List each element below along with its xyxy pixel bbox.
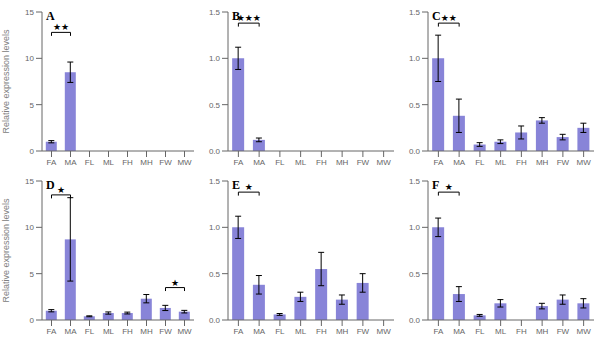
svg-text:★: ★ xyxy=(445,182,453,192)
svg-text:ML: ML xyxy=(495,327,507,336)
svg-text:MW: MW xyxy=(377,327,392,336)
svg-text:MH: MH xyxy=(336,158,349,167)
svg-text:10: 10 xyxy=(25,223,34,232)
svg-text:★: ★ xyxy=(57,185,65,195)
svg-text:15: 15 xyxy=(25,177,34,186)
svg-text:0.0: 0.0 xyxy=(209,316,221,325)
svg-text:MW: MW xyxy=(377,158,392,167)
svg-text:★: ★ xyxy=(245,182,253,192)
svg-text:MA: MA xyxy=(453,327,466,336)
svg-text:MA: MA xyxy=(453,158,466,167)
svg-text:1.5: 1.5 xyxy=(209,8,221,17)
svg-text:MH: MH xyxy=(140,327,153,336)
html-text:E: E xyxy=(232,178,240,192)
svg-text:FH: FH xyxy=(316,327,327,336)
svg-text:FL: FL xyxy=(275,158,285,167)
svg-text:MA: MA xyxy=(65,327,78,336)
svg-text:★★: ★★ xyxy=(441,13,457,23)
svg-text:1.5: 1.5 xyxy=(409,8,421,17)
svg-text:MW: MW xyxy=(577,158,592,167)
svg-text:1.5: 1.5 xyxy=(409,177,421,186)
svg-text:0.0: 0.0 xyxy=(209,147,221,156)
svg-text:1.0: 1.0 xyxy=(209,223,221,232)
html-text:B: B xyxy=(232,9,240,23)
svg-text:Relative expression levels: Relative expression levels xyxy=(8,198,11,303)
svg-text:ML: ML xyxy=(103,158,115,167)
svg-text:ML: ML xyxy=(295,327,307,336)
svg-text:MW: MW xyxy=(577,327,592,336)
svg-text:FA: FA xyxy=(47,327,57,336)
svg-text:FH: FH xyxy=(516,158,527,167)
svg-text:ML: ML xyxy=(295,158,307,167)
svg-text:FA: FA xyxy=(233,158,243,167)
svg-text:FW: FW xyxy=(159,158,172,167)
svg-text:10: 10 xyxy=(25,54,34,63)
svg-text:ML: ML xyxy=(103,327,115,336)
svg-text:1.0: 1.0 xyxy=(409,223,421,232)
svg-text:FW: FW xyxy=(557,158,570,167)
svg-text:FW: FW xyxy=(357,327,370,336)
svg-text:MH: MH xyxy=(140,158,153,167)
svg-text:FH: FH xyxy=(516,327,527,336)
html-text:C: C xyxy=(432,9,441,23)
svg-text:5: 5 xyxy=(30,101,35,110)
svg-text:FA: FA xyxy=(47,158,57,167)
svg-text:FW: FW xyxy=(557,327,570,336)
svg-text:FW: FW xyxy=(357,158,370,167)
svg-text:MW: MW xyxy=(177,327,192,336)
svg-text:0.0: 0.0 xyxy=(409,147,421,156)
svg-text:15: 15 xyxy=(25,8,34,17)
svg-text:0.5: 0.5 xyxy=(409,270,421,279)
svg-text:MH: MH xyxy=(336,327,349,336)
svg-text:Relative expression levels: Relative expression levels xyxy=(8,29,11,134)
svg-text:0: 0 xyxy=(30,316,35,325)
svg-text:0.5: 0.5 xyxy=(209,101,221,110)
svg-text:★: ★ xyxy=(171,278,179,288)
html-text:D: D xyxy=(46,178,55,192)
svg-text:★★: ★★ xyxy=(53,22,69,32)
svg-text:FH: FH xyxy=(316,158,327,167)
svg-text:MA: MA xyxy=(65,158,78,167)
svg-text:1.0: 1.0 xyxy=(209,54,221,63)
svg-text:0.5: 0.5 xyxy=(209,270,221,279)
html-text:F: F xyxy=(432,178,440,192)
svg-text:MH: MH xyxy=(536,327,549,336)
svg-text:FA: FA xyxy=(433,327,443,336)
svg-text:0.5: 0.5 xyxy=(409,101,421,110)
svg-text:MH: MH xyxy=(536,158,549,167)
svg-text:FA: FA xyxy=(433,158,443,167)
svg-text:MA: MA xyxy=(253,158,266,167)
svg-text:FL: FL xyxy=(85,158,95,167)
svg-text:ML: ML xyxy=(495,158,507,167)
svg-text:FH: FH xyxy=(122,158,133,167)
svg-text:FA: FA xyxy=(233,327,243,336)
html-text:A: A xyxy=(46,9,55,23)
svg-text:0: 0 xyxy=(30,147,35,156)
svg-text:FL: FL xyxy=(85,327,95,336)
svg-text:MA: MA xyxy=(253,327,266,336)
svg-text:5: 5 xyxy=(30,270,35,279)
svg-text:FH: FH xyxy=(122,327,133,336)
svg-text:1.0: 1.0 xyxy=(409,54,421,63)
svg-text:★★★: ★★★ xyxy=(237,13,261,23)
svg-text:FL: FL xyxy=(275,327,285,336)
svg-text:0.0: 0.0 xyxy=(409,316,421,325)
svg-text:MW: MW xyxy=(177,158,192,167)
svg-text:FL: FL xyxy=(475,158,485,167)
svg-text:1.5: 1.5 xyxy=(209,177,221,186)
svg-text:FW: FW xyxy=(159,327,172,336)
svg-text:FL: FL xyxy=(475,327,485,336)
